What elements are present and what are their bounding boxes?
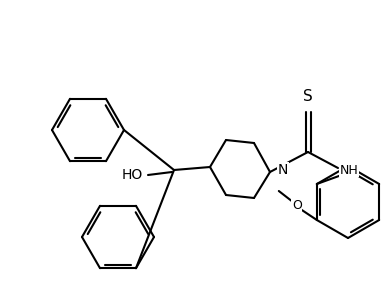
Text: O: O: [292, 199, 302, 212]
Text: S: S: [303, 89, 313, 104]
Text: N: N: [278, 163, 288, 177]
Text: NH: NH: [340, 164, 359, 177]
Text: HO: HO: [122, 168, 143, 182]
